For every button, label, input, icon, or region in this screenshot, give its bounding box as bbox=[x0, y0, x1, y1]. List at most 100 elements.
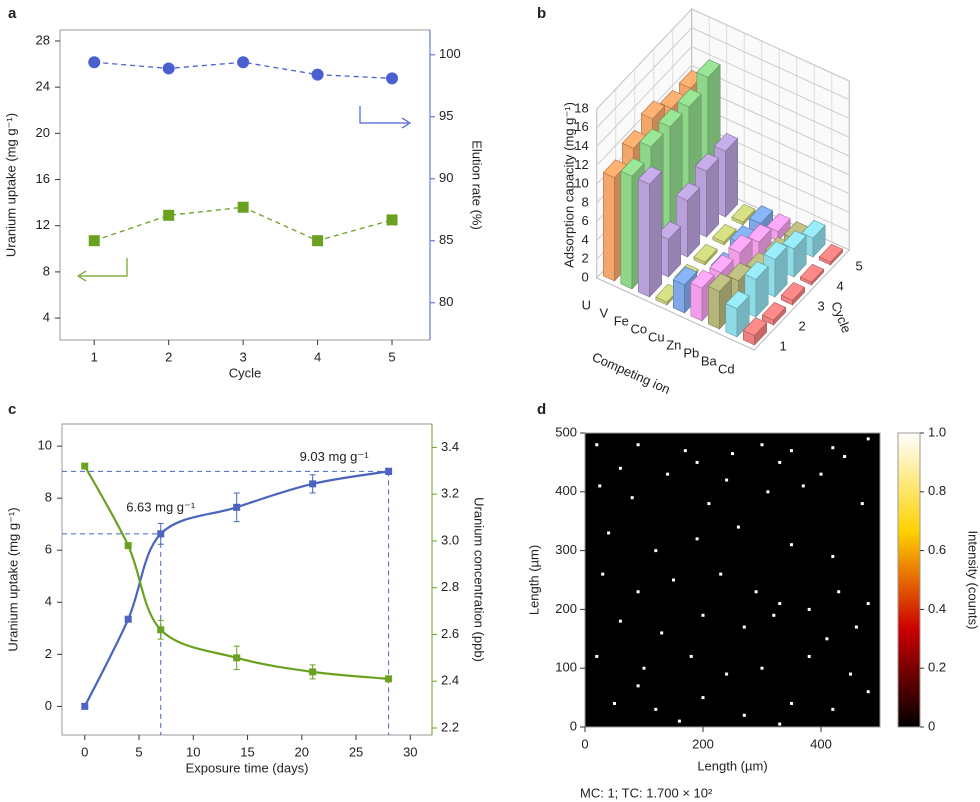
bar-top bbox=[747, 223, 772, 243]
y-tick-label: 10 bbox=[38, 438, 52, 453]
x-tick-label: Pb bbox=[683, 345, 699, 360]
bar-front bbox=[690, 282, 703, 322]
z-axis-label: Adsorption capacity (mg g⁻¹) bbox=[561, 102, 576, 268]
marker bbox=[233, 654, 241, 662]
marker bbox=[386, 72, 399, 85]
spot bbox=[766, 490, 770, 494]
y2-axis-label: Elution rate (%) bbox=[470, 140, 485, 230]
spot bbox=[831, 707, 835, 711]
footer: MC: 1; TC: 1.700 × 10² bbox=[580, 785, 713, 800]
bar-top bbox=[709, 254, 734, 274]
bar-top bbox=[725, 290, 750, 310]
x-tick-label: 3 bbox=[240, 349, 247, 364]
marker bbox=[124, 542, 132, 550]
spot bbox=[618, 466, 622, 470]
marker bbox=[81, 462, 89, 470]
spot bbox=[760, 666, 764, 670]
y-tick-label: 12 bbox=[36, 217, 50, 232]
spot bbox=[866, 690, 870, 694]
spot bbox=[866, 602, 870, 606]
spot bbox=[854, 625, 858, 629]
annotation: 9.03 mg g⁻¹ bbox=[300, 449, 370, 464]
z-tick-label: 14 bbox=[574, 138, 588, 153]
x-tick-label: U bbox=[582, 297, 591, 312]
y2-tick-label: 3.4 bbox=[441, 439, 459, 454]
marker bbox=[233, 503, 241, 511]
plot-frame bbox=[59, 29, 431, 341]
spot bbox=[654, 549, 658, 553]
x-tick-label: Cd bbox=[718, 361, 735, 376]
x-axis-label: Length (µm) bbox=[697, 758, 767, 773]
y-tick-label: 1 bbox=[780, 339, 787, 354]
x-tick-label: Fe bbox=[614, 313, 629, 328]
y-tick-label: 300 bbox=[555, 542, 577, 557]
bar-side bbox=[706, 157, 719, 238]
bar-top bbox=[693, 243, 718, 263]
bar bbox=[693, 243, 718, 266]
spot bbox=[607, 531, 611, 535]
x-tick-label: Cu bbox=[648, 329, 665, 344]
marker bbox=[385, 467, 393, 475]
y2-tick-label: 90 bbox=[439, 170, 453, 185]
grid-line bbox=[596, 64, 850, 166]
bar-top bbox=[801, 219, 826, 239]
bar-front bbox=[603, 172, 615, 282]
y-tick-label: 5 bbox=[856, 259, 863, 274]
y-tick-label: 6 bbox=[45, 542, 52, 557]
x-tick-label: 10 bbox=[186, 744, 200, 759]
y-tick-label: 100 bbox=[555, 660, 577, 675]
z-tick-label: 10 bbox=[574, 176, 588, 191]
spot bbox=[849, 672, 852, 676]
marker bbox=[312, 235, 324, 247]
x-tick-label: 0 bbox=[81, 744, 88, 759]
marker bbox=[309, 668, 317, 676]
z-tick-label: 12 bbox=[574, 157, 588, 172]
y-tick-label: 28 bbox=[36, 32, 50, 47]
arrow-head bbox=[76, 270, 87, 282]
y-tick-label: 500 bbox=[555, 424, 577, 439]
plot-frame bbox=[61, 423, 433, 736]
x-tick-label: 15 bbox=[240, 744, 254, 759]
bar-front bbox=[620, 170, 633, 290]
spot bbox=[630, 496, 634, 500]
y-tick-label: 16 bbox=[36, 171, 50, 186]
bar-top bbox=[763, 241, 788, 260]
marker bbox=[311, 68, 324, 81]
spot bbox=[677, 719, 681, 723]
spot bbox=[772, 613, 776, 617]
y2-tick-label: 2.4 bbox=[441, 673, 459, 688]
spot bbox=[595, 443, 599, 447]
bar-top bbox=[675, 182, 701, 201]
y-tick-label: 4 bbox=[45, 594, 52, 609]
x-axis-label: Exposure time (days) bbox=[186, 760, 309, 775]
y-tick-label: 400 bbox=[555, 483, 577, 498]
bar-top bbox=[620, 158, 645, 177]
x-tick-label: Co bbox=[630, 321, 647, 336]
spot bbox=[636, 443, 640, 447]
x-tick-label: Zn bbox=[666, 337, 681, 352]
spot bbox=[760, 443, 764, 447]
bar bbox=[637, 166, 663, 298]
spot bbox=[831, 446, 835, 450]
marker bbox=[237, 201, 249, 213]
bar-top bbox=[640, 100, 666, 120]
y-tick-label: 8 bbox=[45, 490, 52, 505]
spot bbox=[672, 578, 675, 582]
colorbar-tick-label: 0.4 bbox=[928, 601, 946, 616]
y-tick-label: 0 bbox=[45, 698, 52, 713]
spot bbox=[819, 472, 823, 476]
z-tick-label: 8 bbox=[582, 194, 589, 209]
x-tick-label: V bbox=[599, 305, 608, 320]
bar-side bbox=[649, 170, 662, 298]
panel-label: a bbox=[8, 5, 17, 22]
bar-top bbox=[637, 166, 663, 185]
spot bbox=[654, 707, 658, 711]
colorbar bbox=[897, 432, 921, 728]
colorbar-tick-label: 0.8 bbox=[928, 483, 946, 498]
spot bbox=[601, 572, 605, 576]
x-tick-label: 200 bbox=[692, 736, 714, 751]
bar-front bbox=[708, 285, 720, 330]
spot bbox=[689, 654, 693, 658]
arrow-path bbox=[359, 106, 408, 124]
bar-top bbox=[690, 269, 715, 289]
